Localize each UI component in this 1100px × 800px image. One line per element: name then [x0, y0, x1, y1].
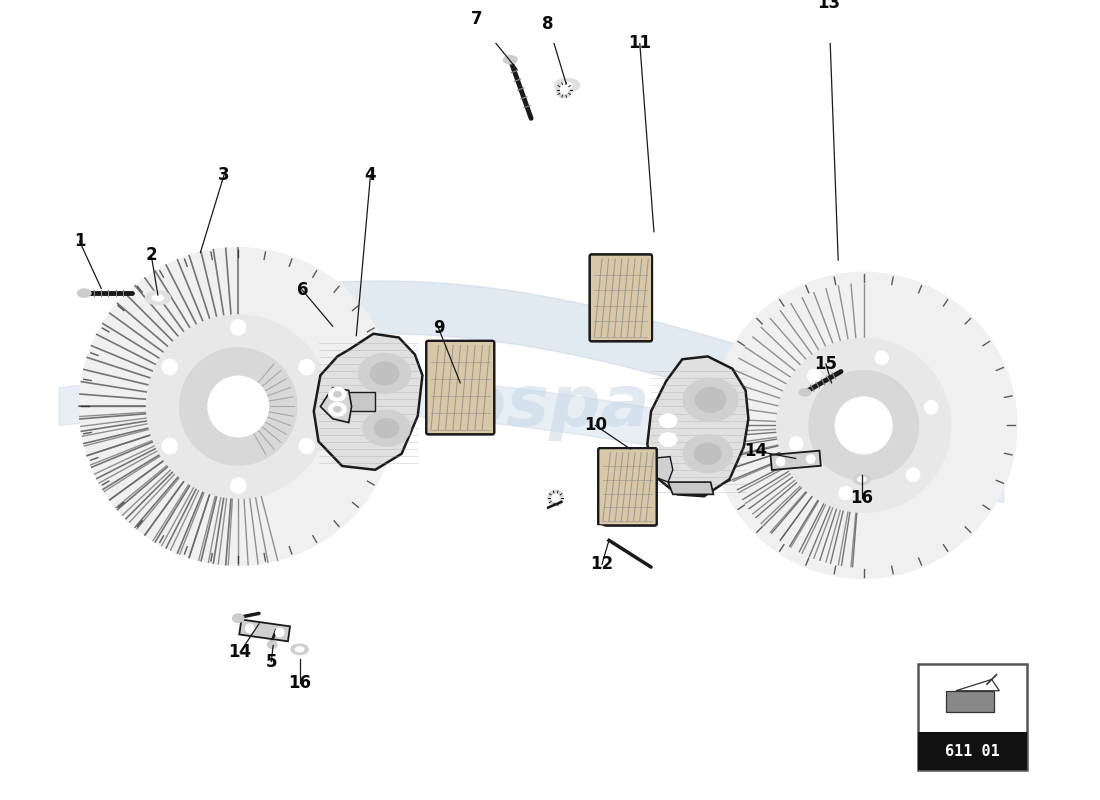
Ellipse shape — [858, 477, 866, 482]
Ellipse shape — [162, 438, 177, 454]
Ellipse shape — [208, 376, 268, 437]
Ellipse shape — [800, 389, 811, 396]
FancyBboxPatch shape — [590, 254, 652, 342]
Polygon shape — [651, 457, 673, 482]
Ellipse shape — [906, 468, 920, 482]
Polygon shape — [314, 334, 422, 470]
Text: 7: 7 — [471, 10, 482, 28]
Ellipse shape — [179, 348, 297, 465]
Ellipse shape — [548, 490, 563, 506]
Ellipse shape — [777, 458, 785, 466]
Ellipse shape — [925, 401, 938, 414]
Ellipse shape — [153, 294, 164, 301]
Text: 5: 5 — [265, 653, 277, 670]
Ellipse shape — [660, 433, 676, 446]
Text: 611 01: 611 01 — [945, 744, 1000, 758]
Ellipse shape — [560, 86, 568, 94]
Text: 12: 12 — [591, 555, 614, 574]
Ellipse shape — [854, 474, 870, 484]
Ellipse shape — [552, 494, 560, 502]
Polygon shape — [320, 388, 352, 422]
Ellipse shape — [807, 370, 821, 382]
Text: 11: 11 — [628, 34, 651, 52]
Ellipse shape — [299, 438, 315, 454]
Ellipse shape — [777, 338, 950, 512]
FancyBboxPatch shape — [598, 448, 657, 526]
Ellipse shape — [333, 406, 341, 412]
Text: 10: 10 — [584, 416, 607, 434]
Text: 16: 16 — [850, 489, 873, 507]
Ellipse shape — [590, 526, 608, 542]
Ellipse shape — [245, 624, 254, 633]
Ellipse shape — [145, 291, 170, 305]
Ellipse shape — [231, 320, 245, 335]
Text: 14: 14 — [745, 442, 768, 460]
Bar — [946, 690, 993, 711]
Polygon shape — [770, 450, 821, 470]
Text: autospares: autospares — [322, 372, 778, 441]
Text: 14: 14 — [229, 643, 252, 661]
Ellipse shape — [292, 644, 308, 654]
Bar — [918, 732, 1027, 770]
Polygon shape — [647, 357, 748, 496]
Ellipse shape — [299, 359, 315, 374]
Ellipse shape — [595, 531, 603, 537]
Ellipse shape — [374, 418, 399, 438]
Ellipse shape — [835, 397, 892, 454]
Ellipse shape — [808, 370, 918, 480]
Ellipse shape — [78, 289, 91, 297]
Ellipse shape — [275, 628, 284, 637]
Ellipse shape — [790, 437, 803, 450]
Text: 2: 2 — [145, 246, 157, 264]
Ellipse shape — [711, 272, 1016, 578]
Ellipse shape — [296, 646, 304, 652]
Polygon shape — [346, 392, 375, 411]
Text: 6: 6 — [297, 282, 308, 299]
Ellipse shape — [329, 402, 345, 416]
Ellipse shape — [806, 454, 815, 463]
FancyBboxPatch shape — [426, 341, 494, 434]
Ellipse shape — [660, 414, 676, 427]
Polygon shape — [956, 679, 999, 690]
Ellipse shape — [79, 248, 397, 566]
Text: 9: 9 — [432, 319, 444, 337]
Ellipse shape — [333, 391, 341, 397]
Ellipse shape — [554, 78, 580, 92]
Polygon shape — [668, 482, 714, 494]
Ellipse shape — [504, 56, 517, 64]
Ellipse shape — [561, 82, 572, 88]
Text: 8: 8 — [542, 15, 554, 33]
Ellipse shape — [695, 388, 726, 412]
Ellipse shape — [557, 82, 572, 98]
Ellipse shape — [359, 354, 410, 394]
Ellipse shape — [232, 614, 244, 622]
Ellipse shape — [876, 351, 889, 365]
Ellipse shape — [371, 362, 399, 385]
Ellipse shape — [683, 435, 733, 473]
Ellipse shape — [694, 443, 720, 464]
Ellipse shape — [329, 388, 345, 401]
Text: 13: 13 — [817, 0, 840, 12]
Text: 15: 15 — [814, 355, 837, 373]
Ellipse shape — [363, 410, 410, 446]
FancyBboxPatch shape — [918, 665, 1027, 770]
Text: 3: 3 — [218, 166, 230, 184]
Ellipse shape — [839, 486, 853, 499]
Text: 1: 1 — [74, 232, 85, 250]
Ellipse shape — [146, 315, 330, 498]
Text: 16: 16 — [288, 674, 311, 692]
Polygon shape — [240, 619, 290, 642]
Text: 4: 4 — [365, 166, 376, 184]
Ellipse shape — [231, 478, 245, 493]
Ellipse shape — [267, 641, 277, 648]
Ellipse shape — [162, 359, 177, 374]
Ellipse shape — [683, 378, 738, 422]
